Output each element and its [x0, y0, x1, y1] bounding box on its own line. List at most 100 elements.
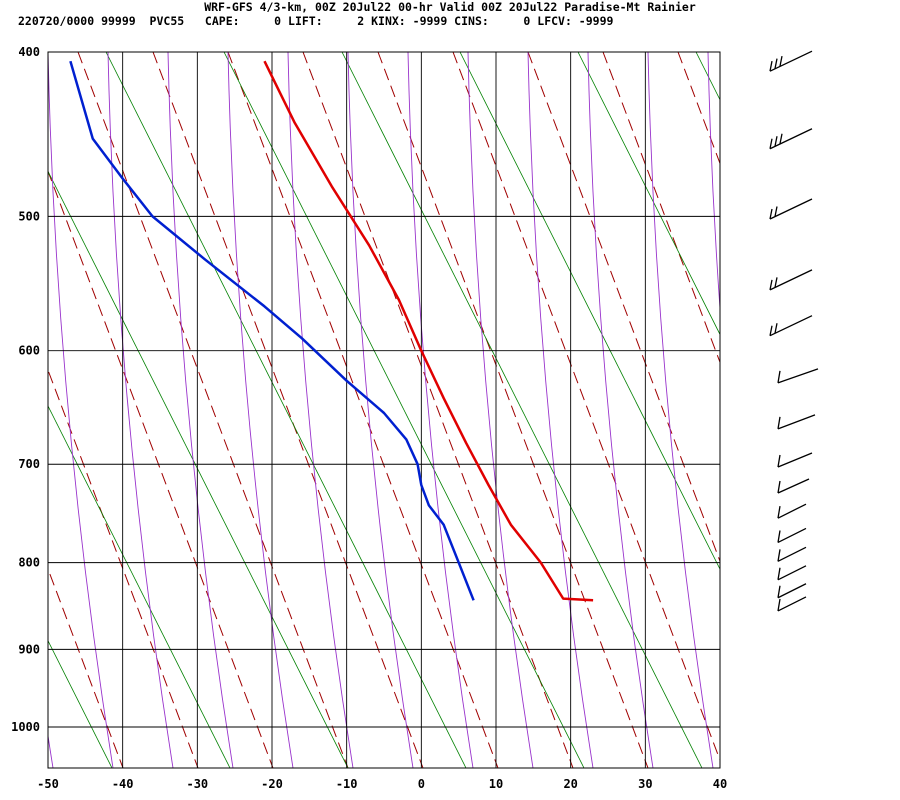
dry-adiabat-line — [602, 52, 720, 364]
wind-barb-feather — [769, 325, 773, 336]
wind-barb-staff — [769, 315, 813, 337]
dry-adiabat-line — [77, 52, 349, 768]
wind-barb-feather — [769, 208, 773, 220]
grid — [47, 51, 721, 768]
wind-barb-feather — [777, 567, 781, 580]
moist-adiabat-line — [768, 52, 833, 768]
x-tick-label: -10 — [336, 777, 358, 791]
background-lines — [48, 52, 900, 768]
wind-barb-feather — [779, 56, 783, 67]
moist-adiabat-line — [48, 52, 114, 768]
mixing-ratio-line — [341, 52, 703, 768]
x-tick-label: 20 — [563, 777, 577, 791]
dry-adiabat-line — [48, 169, 274, 768]
wind-barb-feather — [769, 138, 773, 149]
x-tick-label: 0 — [418, 777, 425, 791]
y-tick-label: 800 — [18, 556, 40, 570]
dry-adiabat-line — [48, 766, 49, 768]
wind-barb — [777, 414, 816, 430]
wind-barb — [777, 546, 807, 562]
wind-barb — [769, 50, 813, 72]
wind-barb-staff — [777, 414, 816, 430]
y-tick-label: 600 — [18, 344, 40, 358]
wind-barbs — [769, 50, 819, 612]
mixing-ratio-line — [105, 52, 467, 768]
wind-barb-feather — [777, 585, 781, 598]
mixing-ratio-line — [48, 170, 349, 768]
wind-barb — [777, 596, 807, 612]
dry-adiabat-line — [48, 368, 199, 768]
wind-barb-feather — [774, 277, 778, 288]
wind-barb-feather — [769, 61, 773, 72]
wind-barb-staff — [777, 546, 807, 562]
wind-barb-staff — [769, 269, 813, 291]
wind-barb-feather — [769, 279, 773, 290]
x-axis-ticks: -50 -40 -30 -20 -10 0 10 20 30 40 — [37, 777, 727, 791]
wind-barb — [777, 527, 807, 544]
wind-barb-staff — [777, 452, 813, 468]
dry-adiabat-line — [452, 52, 720, 762]
series-line — [69, 60, 475, 601]
x-tick-label: -20 — [261, 777, 283, 791]
wind-barb-staff — [777, 478, 810, 494]
wind-barb-feather — [777, 549, 781, 562]
wind-barb-feather — [779, 133, 783, 144]
wind-barb — [769, 198, 813, 220]
mixing-ratio-line — [48, 639, 113, 768]
mixing-ratio-line — [577, 52, 720, 336]
wind-barb-feather — [777, 480, 781, 494]
y-axis-ticks: 400 500 600 700 800 900 1000 — [11, 45, 40, 734]
mixing-ratio-line — [695, 52, 720, 101]
x-tick-label: 30 — [638, 777, 652, 791]
wind-barb-feather — [777, 598, 781, 612]
y-tick-label: 500 — [18, 209, 40, 223]
moist-adiabat-line — [167, 52, 234, 768]
wind-barb — [769, 128, 813, 150]
mixing-ratio-line — [814, 52, 900, 768]
wind-barb-feather — [774, 206, 778, 217]
moist-adiabat-line — [647, 52, 714, 768]
wind-barb-feather — [774, 136, 778, 147]
dry-adiabat-line — [227, 52, 499, 768]
x-tick-label: 40 — [713, 777, 727, 791]
moist-adiabat-line — [587, 52, 654, 768]
moist-adiabat-line — [48, 732, 54, 768]
dry-adiabat-line — [753, 52, 900, 768]
moist-adiabat-line — [107, 52, 174, 768]
wind-barb — [777, 478, 810, 494]
mixing-ratio-line — [459, 52, 720, 571]
chart-title: WRF-GFS 4/3-km, 00Z 20Jul22 00-hr Valid … — [204, 0, 696, 14]
wind-barb-feather — [777, 530, 781, 543]
dry-adiabat-line — [527, 52, 720, 563]
wind-barb-staff — [777, 583, 807, 599]
wind-barb-staff — [777, 596, 807, 612]
wind-barb-staff — [777, 368, 819, 384]
moist-adiabat-line — [347, 52, 414, 768]
x-tick-label: -30 — [186, 777, 208, 791]
series-group — [69, 60, 594, 602]
dry-adiabat-line — [302, 52, 574, 768]
wind-barb-staff — [769, 198, 813, 220]
wind-barb-feather — [777, 416, 781, 430]
wind-barb — [769, 315, 813, 337]
dry-adiabat-line — [828, 52, 900, 768]
wind-barb-staff — [769, 50, 813, 72]
wind-barb-staff — [769, 128, 813, 150]
wind-barb — [769, 269, 813, 291]
mixing-ratio-line — [48, 405, 231, 768]
wind-barb — [777, 583, 807, 599]
series-line — [263, 60, 594, 602]
mixing-ratio-line — [223, 52, 585, 768]
y-tick-label: 700 — [18, 457, 40, 471]
moist-adiabat-line — [527, 52, 594, 768]
x-tick-label: -40 — [112, 777, 134, 791]
chart-subtitle: 220720/0000 99999 PVC55 CAPE: 0 LIFT: 2 … — [18, 14, 614, 28]
wind-barb-feather — [774, 323, 778, 334]
moist-adiabat-line — [407, 52, 474, 768]
wind-barb — [777, 368, 819, 384]
wind-barb-staff — [777, 527, 807, 544]
moist-adiabat-line — [227, 52, 294, 768]
x-tick-label: -50 — [37, 777, 59, 791]
wind-barb — [777, 503, 807, 519]
